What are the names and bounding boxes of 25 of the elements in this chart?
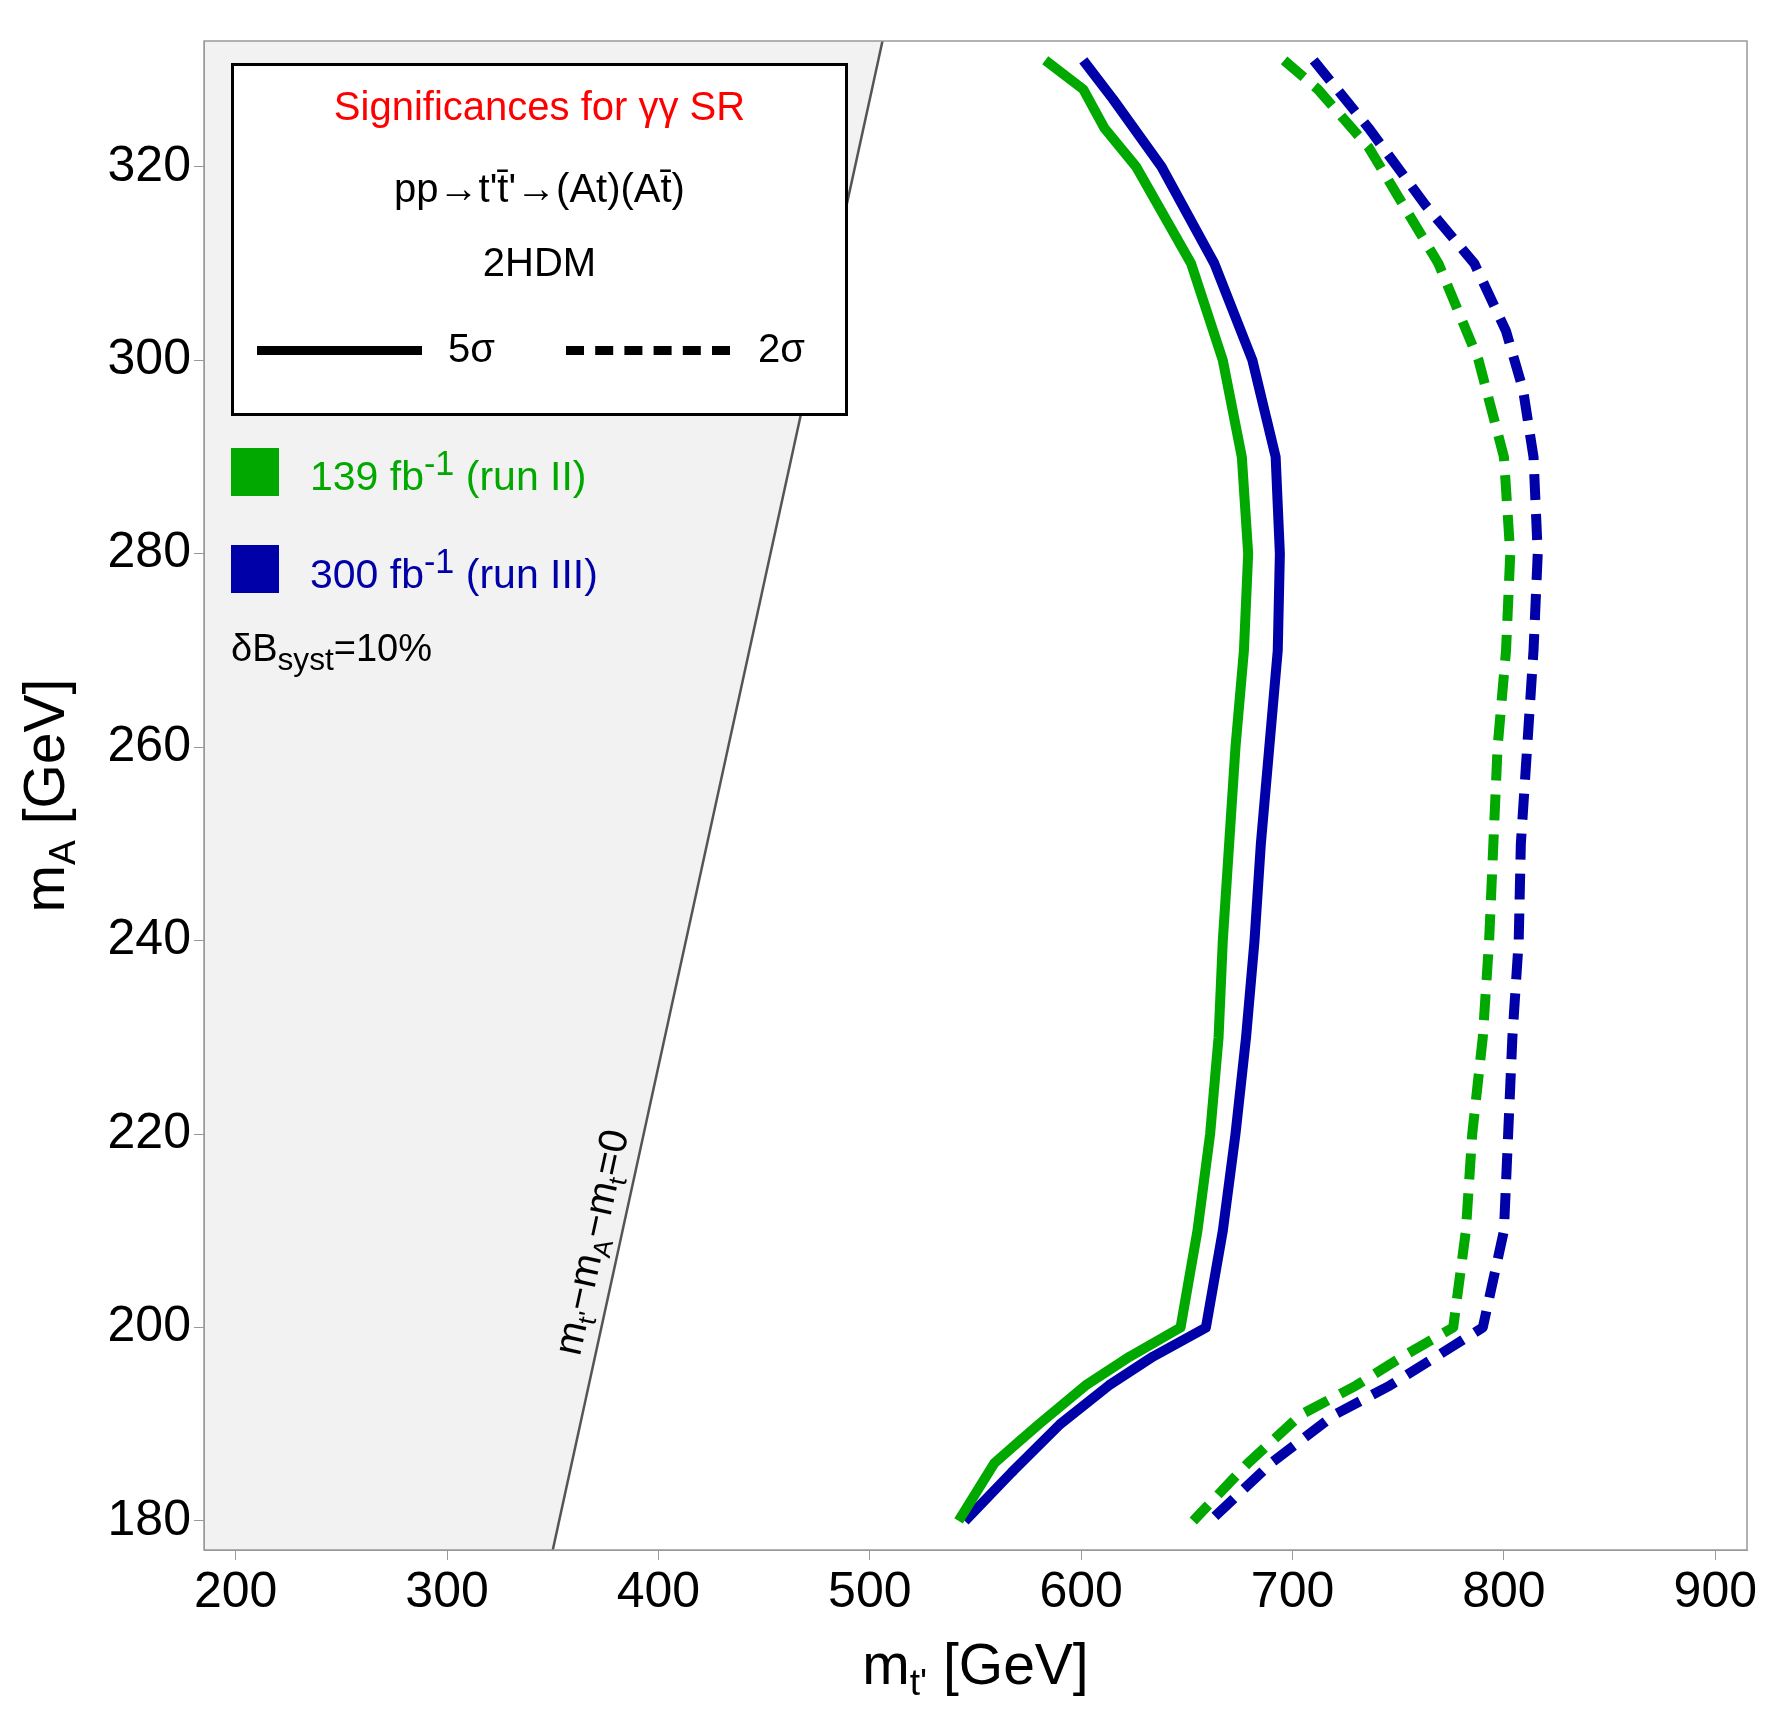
x-tick-label: 200 [193, 1561, 278, 1618]
y-tick-label: 280 [107, 522, 191, 579]
y-tick-label: 200 [107, 1296, 191, 1353]
annotation: 2HDM [481, 240, 598, 285]
x-tick-label: 400 [616, 1561, 701, 1618]
y-tick-label: 180 [107, 1489, 191, 1546]
annotation: 2σ [758, 326, 805, 371]
y-tick-label: 300 [107, 328, 191, 385]
x-tick-label: 300 [405, 1561, 489, 1618]
x-tick-label: 900 [1673, 1561, 1758, 1618]
x-tick-label: 800 [1462, 1561, 1546, 1618]
y-tick-label: 220 [107, 1102, 191, 1159]
x-tick-label: 600 [1039, 1561, 1123, 1618]
legend-label: 139 fb$^{-1}$ (run II) [310, 444, 587, 500]
annotation: 5σ [448, 326, 495, 371]
annotation: δB$_{syst}$=10% [231, 627, 434, 678]
x-tick-label: 500 [828, 1561, 912, 1618]
y-tick-label: 240 [107, 909, 191, 966]
annotation: mt'−mA−mt=0 [544, 1125, 637, 1359]
legend-box: Significances for γγ SR pp→t't̄'→(At)(At̄) 2HDM 5σ 2σ [231, 63, 848, 416]
y-tick-label: 320 [107, 135, 191, 192]
x-tick-label: 700 [1250, 1561, 1335, 1618]
y-axis-title: mA [GeV] [11, 678, 84, 913]
legend-label: 300 fb$^{-1}$ (run III) [310, 541, 598, 598]
y-tick-label: 260 [107, 715, 191, 772]
